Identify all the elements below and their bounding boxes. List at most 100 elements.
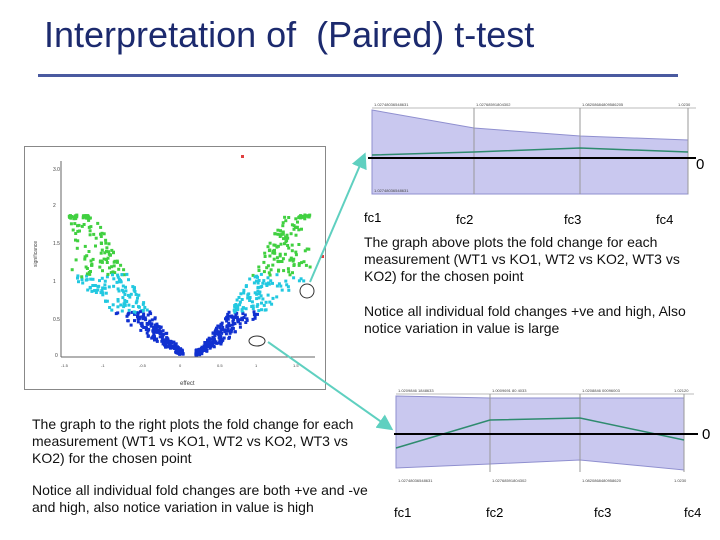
volcano-point — [156, 328, 160, 332]
volcano-point — [227, 329, 231, 333]
volcano-point — [304, 263, 308, 267]
volcano-point — [275, 295, 279, 299]
volcano-xtick: 0.5 — [217, 363, 223, 368]
volcano-point — [104, 299, 107, 303]
volcano-point — [292, 264, 296, 267]
selected-point-marker[interactable] — [248, 335, 266, 347]
volcano-point — [240, 298, 244, 301]
volcano-point — [150, 322, 154, 326]
volcano-point — [275, 256, 279, 260]
volcano-point — [163, 338, 166, 342]
volcano-point — [204, 342, 208, 346]
volcano-point — [289, 232, 293, 236]
volcano-point — [151, 335, 155, 339]
bottom-chart-footer: 1.0230 — [674, 478, 687, 483]
volcano-point — [218, 337, 222, 340]
volcano-ytick: 0.5 — [53, 317, 60, 323]
volcano-point — [83, 244, 87, 248]
volcano-point — [297, 228, 301, 232]
volcano-point — [103, 286, 107, 290]
volcano-point — [253, 316, 257, 320]
volcano-point — [257, 296, 261, 300]
volcano-point — [111, 270, 115, 274]
volcano-point — [276, 232, 280, 236]
volcano-point — [89, 259, 93, 263]
volcano-point — [88, 233, 92, 237]
volcano-point — [292, 276, 296, 280]
volcano-point — [115, 260, 119, 264]
volcano-point — [168, 340, 172, 344]
volcano-point — [271, 296, 275, 300]
volcano-point — [257, 309, 261, 313]
volcano-point — [126, 293, 130, 297]
volcano-point — [210, 337, 214, 341]
volcano-point — [277, 282, 281, 286]
volcano-point — [275, 284, 279, 288]
volcano-point — [263, 255, 267, 258]
volcano-point — [236, 317, 240, 321]
volcano-point — [69, 222, 73, 226]
selected-point-marker[interactable] — [299, 283, 315, 299]
volcano-point — [77, 280, 80, 284]
top-chart-header: 1.02768591804302 — [476, 102, 511, 107]
volcano-point — [174, 350, 178, 354]
volcano-xtick: 0 — [179, 363, 182, 368]
volcano-point — [142, 312, 146, 316]
volcano-point — [75, 215, 79, 219]
volcano-point — [102, 257, 106, 261]
volcano-point — [226, 312, 230, 316]
volcano-point — [146, 313, 150, 317]
volcano-point — [284, 240, 288, 244]
volcano-point — [100, 260, 104, 264]
volcano-point — [87, 271, 91, 274]
volcano-point — [101, 291, 105, 295]
volcano-point — [268, 300, 272, 304]
title-divider — [38, 74, 678, 77]
volcano-point — [280, 288, 284, 292]
volcano-point — [107, 285, 111, 289]
volcano-point — [133, 319, 136, 323]
volcano-point — [257, 279, 261, 282]
volcano-point — [278, 254, 282, 258]
volcano-point — [123, 303, 127, 307]
volcano-point — [283, 215, 287, 219]
volcano-point — [158, 331, 162, 335]
volcano-point — [266, 245, 270, 249]
volcano-point — [216, 332, 220, 335]
volcano-point — [139, 328, 143, 332]
volcano-point — [271, 281, 274, 285]
volcano-point — [308, 265, 312, 269]
volcano-point — [114, 312, 118, 316]
volcano-point — [137, 305, 141, 309]
volcano-point — [86, 288, 90, 292]
volcano-point — [202, 349, 206, 352]
volcano-point — [152, 335, 156, 339]
top-chart-description: The graph above plots the fold change fo… — [364, 234, 680, 284]
volcano-point — [84, 216, 88, 220]
volcano-points — [67, 155, 324, 357]
volcano-point — [220, 327, 224, 331]
volcano-point — [275, 273, 279, 277]
volcano-x-label: effect — [180, 381, 195, 387]
volcano-point — [147, 328, 151, 331]
volcano-point — [248, 277, 252, 281]
bottom-foldchange-chart: 1.0209846 1848633 1.0009691 80 4033 1.02… — [394, 388, 698, 492]
volcano-point — [287, 270, 291, 274]
volcano-point — [264, 300, 268, 304]
volcano-point — [145, 308, 149, 312]
volcano-point — [242, 291, 246, 295]
volcano-point — [285, 233, 289, 237]
volcano-point — [155, 339, 159, 343]
volcano-point — [284, 279, 288, 283]
volcano-point — [219, 329, 223, 333]
volcano-point — [222, 336, 226, 340]
volcano-point — [216, 324, 220, 328]
volcano-point — [271, 249, 275, 253]
volcano-point — [235, 311, 239, 315]
volcano-point — [133, 312, 136, 316]
volcano-point — [204, 346, 208, 350]
top-chart-header: 1.02748036548631 — [374, 102, 409, 107]
volcano-point — [297, 279, 301, 283]
volcano-point — [220, 323, 224, 327]
volcano-point — [257, 269, 261, 272]
